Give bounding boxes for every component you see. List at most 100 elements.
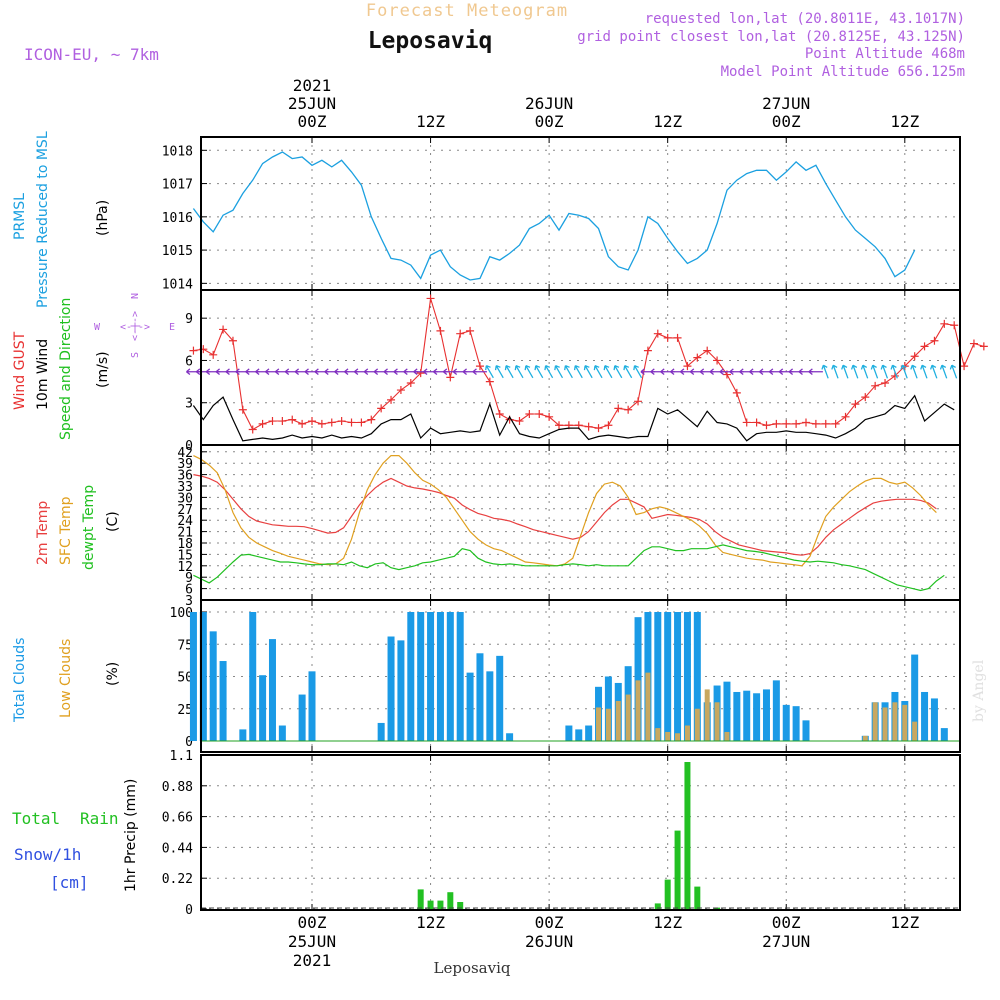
compass-arrows-v: <-|->	[130, 311, 141, 341]
y-tick-label: 39	[177, 457, 193, 472]
wind-direction-arrow	[910, 364, 918, 379]
top-year-label: 2021	[293, 76, 332, 95]
y-tick-label: 0	[185, 903, 193, 918]
clouds-panel: 0 25 50 75 100	[170, 599, 961, 753]
low-cloud-bar	[615, 701, 621, 741]
total-cloud-bar	[634, 617, 642, 741]
temp-dewpt-label: dewpt Temp	[81, 485, 97, 570]
footer-location: Leposaviq	[434, 959, 511, 977]
top-date-label: 27JUN	[762, 94, 810, 113]
total-cloud-bar	[387, 636, 395, 741]
y-tick-label: 24	[177, 514, 193, 529]
y-tick-label: 0.88	[162, 780, 193, 795]
y-tick-label: 1017	[162, 178, 193, 193]
gust-marker	[535, 410, 544, 418]
gust-marker	[634, 397, 643, 406]
requested-coords: requested lon,lat (20.8011E, 43.1017N)	[645, 11, 965, 27]
temp-unit: (C)	[105, 511, 121, 532]
wind-direction-arrow	[485, 365, 494, 379]
pressure-line	[192, 151, 916, 281]
compass-e: E	[169, 322, 175, 333]
total-cloud-bar	[427, 612, 435, 741]
total-cloud-bar	[456, 612, 464, 741]
pressure-label-msl: Pressure Reduced to MSL	[35, 131, 51, 308]
gust-marker	[238, 405, 247, 414]
rain-bar	[694, 886, 701, 909]
wind-direction-arrow	[831, 364, 839, 379]
gust-marker	[703, 346, 712, 355]
rain-bar	[447, 892, 454, 909]
y-tick-label: 9	[185, 312, 193, 327]
gust-marker	[969, 339, 978, 348]
total-cloud-bar	[940, 728, 948, 741]
y-tick-label: 100	[170, 606, 193, 621]
gust-marker	[742, 418, 751, 427]
wind-direction-arrow	[900, 364, 908, 379]
rain-bar	[417, 889, 424, 909]
bottom-date-label: 25JUN	[288, 932, 336, 951]
total-cloud-bar	[397, 640, 405, 741]
total-cloud-bar	[219, 661, 227, 741]
y-tick-label: 30	[177, 491, 193, 506]
wind-speed-line	[192, 394, 955, 442]
gust-marker	[950, 321, 959, 330]
gust-marker	[515, 417, 524, 426]
gust-marker	[604, 421, 613, 430]
panel-frame	[200, 599, 961, 753]
top-hour-label: 00Z	[772, 112, 801, 131]
y-tick-label: 0	[185, 439, 193, 454]
wind-direction-arrow	[613, 365, 623, 379]
low-cloud-bar	[912, 721, 918, 741]
low-cloud-bar	[625, 694, 631, 741]
compass-s: S	[130, 352, 141, 358]
gust-marker	[752, 418, 761, 427]
total-cloud-bar	[466, 672, 474, 741]
gust-marker	[189, 346, 198, 355]
gust-marker	[327, 418, 336, 427]
bottom-hour-label: 00Z	[772, 913, 801, 932]
y-tick-label: 1015	[162, 244, 193, 259]
low-clouds-label: Low Clouds	[58, 639, 74, 718]
rain-bar	[427, 900, 434, 909]
low-cloud-bar	[665, 731, 671, 741]
top-hour-label: 12Z	[416, 112, 445, 131]
total-cloud-bar	[476, 653, 484, 741]
gust-marker	[357, 418, 366, 427]
chart-subtitle: Forecast Meteogram	[366, 1, 568, 21]
y-tick-label: 3	[185, 397, 193, 412]
wind-direction-arrow	[573, 365, 583, 379]
total-cloud-bar	[189, 612, 197, 741]
compass-arrows-h: <-|->	[120, 322, 150, 333]
point-altitude: Point Altitude 468m	[805, 46, 965, 62]
total-cloud-bar	[249, 612, 257, 741]
gust-marker	[624, 405, 633, 414]
wind-direction-arrow	[554, 365, 564, 379]
y-tick-label: 42	[177, 446, 193, 461]
low-cloud-bar	[635, 680, 641, 741]
low-cloud-bar	[596, 707, 602, 741]
total-cloud-bar	[278, 725, 286, 741]
gust-marker	[881, 379, 890, 387]
gust-marker	[673, 333, 682, 342]
gust-marker	[485, 377, 494, 386]
gust-marker	[466, 326, 475, 335]
gust-marker	[387, 395, 396, 404]
total-clouds-label: Total Clouds	[12, 638, 28, 723]
total-cloud-bar	[911, 654, 919, 741]
wind-direction-arrow	[524, 365, 534, 379]
low-cloud-bar	[694, 708, 700, 741]
temp-2m-label: 2m Temp	[35, 501, 51, 565]
gust-marker	[920, 342, 929, 351]
gust-marker	[979, 342, 988, 351]
total-cloud-bar	[921, 691, 929, 741]
y-tick-label: 33	[177, 480, 193, 495]
gust-marker	[831, 419, 840, 428]
bottom-date-label: 27JUN	[762, 932, 810, 951]
total-cloud-bar	[308, 671, 316, 741]
rain-bar	[664, 879, 671, 909]
wind-direction-arrow	[841, 364, 849, 379]
low-cloud-bar	[675, 733, 681, 741]
wind-direction-arrow	[593, 365, 603, 379]
wind-direction-arrow	[870, 364, 879, 379]
